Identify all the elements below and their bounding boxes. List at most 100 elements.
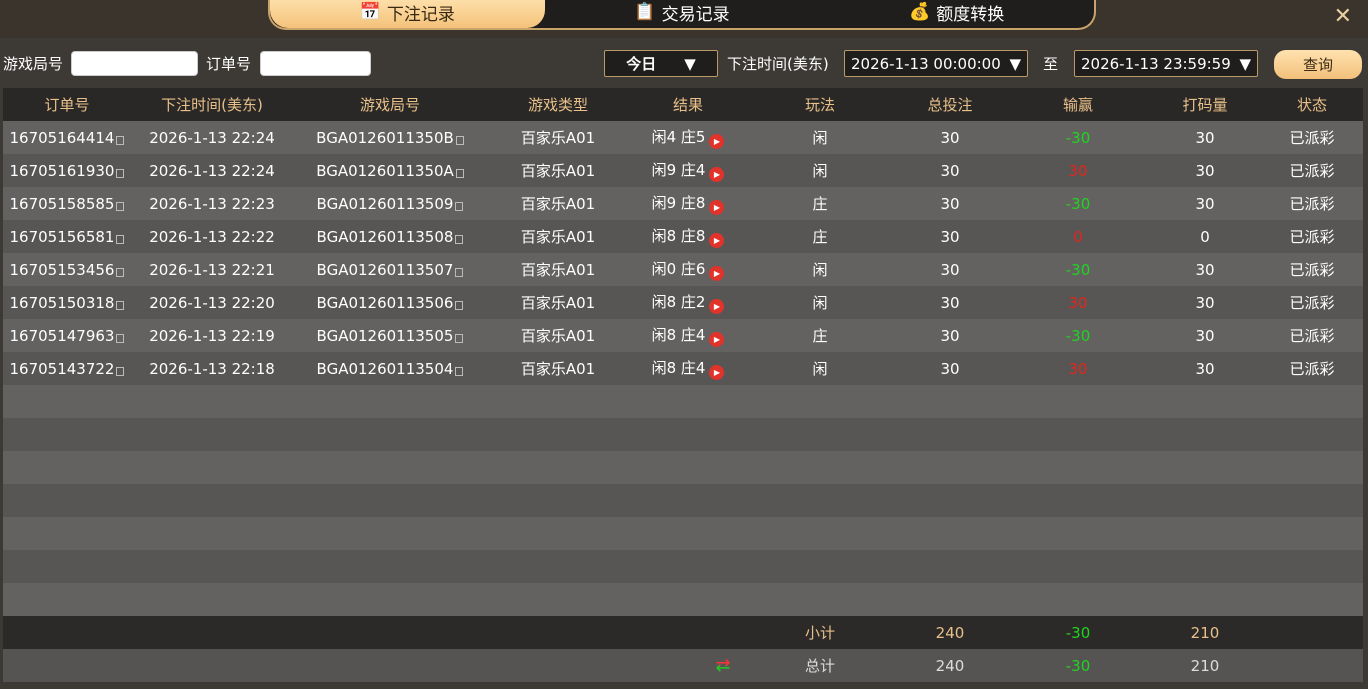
cell-play: 闲 (747, 154, 893, 187)
round-no-value: BGA01260113506 (316, 293, 454, 312)
round-no-value: BGA01260113508 (316, 227, 454, 246)
order-no-value: 16705164414 (9, 128, 115, 147)
copy-icon[interactable] (455, 168, 464, 178)
cell-game-type: 百家乐A01 (487, 286, 629, 319)
header-play: 玩法 (747, 88, 893, 121)
copy-icon[interactable] (455, 267, 464, 277)
copy-icon[interactable] (455, 333, 464, 343)
cell-bet-time: 2026-1-13 22:24 (131, 121, 293, 154)
cell-round-no: BGA0126011350A (293, 154, 487, 187)
copy-icon[interactable] (116, 135, 125, 145)
end-time-value: 2026-1-13 23:59:59 (1081, 54, 1231, 73)
coins-icon: 💰 (909, 2, 931, 22)
round-no-value: BGA0126011350B (316, 128, 454, 147)
cell-game-type: 百家乐A01 (487, 187, 629, 220)
cell-bet-time: 2026-1-13 22:21 (131, 253, 293, 286)
bet-time-value: 2026-1-13 22:23 (149, 194, 275, 213)
empty-row (3, 583, 1363, 616)
cell-win-loss: 30 (1007, 286, 1149, 319)
copy-icon[interactable] (116, 201, 125, 211)
copy-icon[interactable] (455, 300, 464, 310)
cell-play: 闲 (747, 286, 893, 319)
play-replay-icon[interactable]: ▶ (709, 200, 725, 215)
round-label: 游戏局号 (3, 55, 64, 73)
chevron-down-icon: ▼ (1009, 54, 1021, 73)
table-row: 16705150318 2026-1-13 22:20 BGA01260113506… (3, 286, 1363, 319)
cell-play: 庄 (747, 319, 893, 352)
bet-time-value: 2026-1-13 22:19 (149, 326, 275, 345)
bet-records-table: 订单号 下注时间(美东) 游戏局号 游戏类型 结果 玩法 总投注 输赢 打码量 状态 167051… (3, 88, 1363, 682)
play-replay-icon[interactable]: ▶ (709, 299, 725, 314)
copy-icon[interactable] (116, 333, 125, 343)
cell-play: 闲 (747, 352, 893, 385)
cell-bet-time: 2026-1-13 22:20 (131, 286, 293, 319)
status-value: 已派彩 (1289, 360, 1335, 378)
refresh-icon[interactable]: ⇄ (715, 655, 731, 676)
cell-valid-bet: 30 (1149, 187, 1261, 220)
tab-label: 交易记录 (661, 4, 730, 25)
cell-win-loss: 30 (1007, 352, 1149, 385)
tab-transaction-records[interactable]: 📋 交易记录 (545, 0, 820, 28)
play-replay-icon[interactable]: ▶ (709, 365, 725, 380)
copy-icon[interactable] (455, 135, 464, 145)
play-replay-icon[interactable]: ▶ (709, 233, 725, 248)
cell-play: 闲 (747, 121, 893, 154)
cell-result: 闲4 庄5 ▶ (629, 121, 747, 154)
copy-icon[interactable] (116, 366, 125, 376)
cell-bet-time: 2026-1-13 22:24 (131, 154, 293, 187)
cell-status: 已派彩 (1261, 286, 1363, 319)
order-input[interactable] (260, 51, 371, 76)
start-time-select[interactable]: 2026-1-13 00:00:00 ▼ (844, 50, 1028, 77)
order-no-value: 16705161930 (9, 161, 115, 180)
query-button[interactable]: 查询 (1274, 50, 1362, 79)
valid-bet-value: 0 (1200, 227, 1210, 246)
result-value: 闲0 庄6 (651, 260, 706, 278)
total-label: 总计 (804, 657, 835, 675)
cell-valid-bet: 30 (1149, 319, 1261, 352)
cell-win-loss: 30 (1007, 154, 1149, 187)
header-status: 状态 (1261, 88, 1363, 121)
subtotal-win: -30 (1065, 623, 1091, 642)
cell-result: 闲9 庄4 ▶ (629, 154, 747, 187)
table-row: 16705153456 2026-1-13 22:21 BGA01260113507… (3, 253, 1363, 286)
status-value: 已派彩 (1289, 327, 1335, 345)
win-loss-value: 30 (1068, 293, 1088, 312)
status-value: 已派彩 (1289, 261, 1335, 279)
cell-game-type: 百家乐A01 (487, 220, 629, 253)
copy-icon[interactable] (116, 234, 125, 244)
empty-row (3, 550, 1363, 583)
cell-result: 闲8 庄4 ▶ (629, 319, 747, 352)
copy-icon[interactable] (455, 366, 464, 376)
cell-order-no: 16705147963 (3, 319, 131, 352)
play-replay-icon[interactable]: ▶ (709, 332, 725, 347)
subtotal-label: 小计 (804, 624, 835, 642)
cell-total-bet: 30 (893, 253, 1007, 286)
play-replay-icon[interactable]: ▶ (709, 167, 725, 182)
time-label: 下注时间(美东) (727, 55, 829, 73)
bet-time-value: 2026-1-13 22:22 (149, 227, 275, 246)
play-replay-icon[interactable]: ▶ (709, 266, 725, 281)
copy-icon[interactable] (455, 201, 464, 211)
order-label: 订单号 (206, 55, 252, 73)
round-input[interactable] (71, 51, 198, 76)
copy-icon[interactable] (455, 234, 464, 244)
round-no-value: BGA01260113505 (316, 326, 454, 345)
cell-valid-bet: 0 (1149, 220, 1261, 253)
game-type-value: 百家乐A01 (520, 162, 596, 180)
table-row: 16705143722 2026-1-13 22:18 BGA01260113504… (3, 352, 1363, 385)
date-range-select[interactable]: 今日 ▼ (604, 50, 718, 77)
game-type-value: 百家乐A01 (520, 294, 596, 312)
end-time-select[interactable]: 2026-1-13 23:59:59 ▼ (1074, 50, 1258, 77)
game-type-value: 百家乐A01 (520, 195, 596, 213)
cell-round-no: BGA01260113505 (293, 319, 487, 352)
result-value: 闲8 庄8 (651, 227, 706, 245)
status-value: 已派彩 (1289, 195, 1335, 213)
status-value: 已派彩 (1289, 162, 1335, 180)
tab-bet-records[interactable]: 📅 下注记录 (270, 0, 545, 28)
play-replay-icon[interactable]: ▶ (709, 134, 725, 149)
copy-icon[interactable] (116, 300, 125, 310)
close-icon[interactable]: ✕ (1333, 4, 1352, 29)
copy-icon[interactable] (116, 168, 125, 178)
tab-credit-transfer[interactable]: 💰 额度转换 (819, 0, 1094, 28)
copy-icon[interactable] (116, 267, 125, 277)
